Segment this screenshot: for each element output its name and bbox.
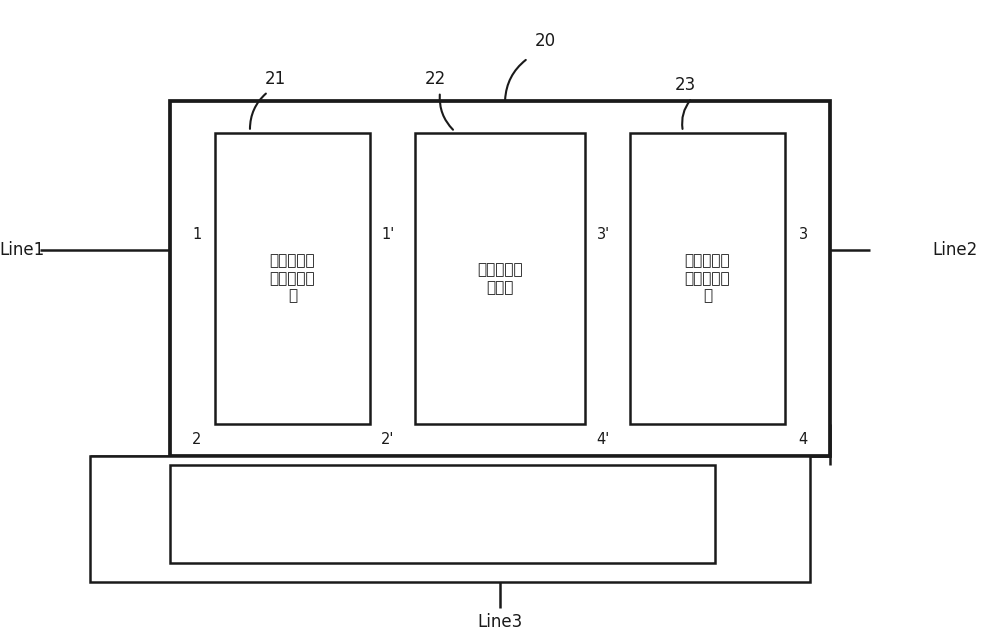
Text: 3': 3' [596,227,610,242]
Text: 2: 2 [192,432,202,448]
Text: Line1: Line1 [0,241,45,259]
Text: Line3: Line3 [477,613,523,630]
Text: 2': 2' [381,432,395,448]
Text: 左端能量流
动方向控制
器: 左端能量流 动方向控制 器 [270,254,315,303]
Text: 4': 4' [596,432,610,448]
Text: 22: 22 [424,70,446,88]
Bar [630,133,785,424]
Bar [170,101,830,456]
Text: 谐振式固态
变压器: 谐振式固态 变压器 [477,262,523,295]
Bar [90,456,810,582]
Bar [215,133,370,424]
Text: 21: 21 [264,70,286,88]
Text: 3: 3 [798,227,808,242]
Text: 1: 1 [192,227,202,242]
Text: 23: 23 [674,77,696,94]
Text: 右端能量流
动方向控制
器: 右端能量流 动方向控制 器 [685,254,730,303]
Text: Line2: Line2 [932,241,978,259]
Bar [415,133,585,424]
Text: 1': 1' [381,227,395,242]
Text: 4: 4 [798,432,808,448]
Text: 20: 20 [534,32,556,50]
Bar [170,465,715,563]
